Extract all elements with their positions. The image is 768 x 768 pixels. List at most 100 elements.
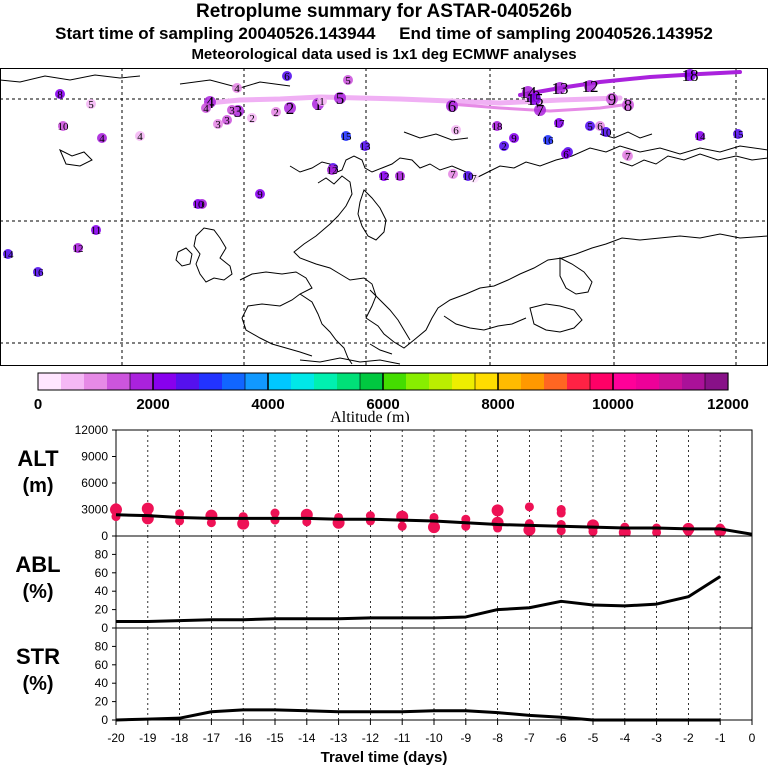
- colorbar-tick-labels: 0 2000 4000 6000 8000 10000 12000: [34, 396, 749, 413]
- y-tick-label: 80: [95, 639, 109, 653]
- cluster-label: 4: [137, 131, 143, 143]
- trajectory-label: 3: [234, 102, 243, 121]
- cluster-marker: [73, 243, 83, 253]
- cluster-marker: [554, 118, 564, 128]
- colorbar-tick-label: 2000: [136, 396, 169, 413]
- panel-unit: (%): [22, 581, 53, 603]
- altitude-point: [237, 517, 250, 530]
- x-tick-label: -16: [235, 731, 253, 745]
- cluster-label: 14: [695, 131, 707, 143]
- cluster-label: 6: [284, 71, 290, 83]
- x-tick-label: -3: [651, 731, 662, 745]
- altitude-colorbar: 0 2000 4000 6000 8000 10000 12000 Altitude (m): [34, 372, 749, 422]
- y-tick-label: 20: [95, 695, 109, 709]
- cluster-marker: [255, 189, 265, 199]
- x-tick-label: -4: [619, 731, 630, 745]
- y-tick-label: 20: [95, 603, 109, 617]
- cluster-marker: [623, 151, 633, 161]
- upper-trajectory: [518, 70, 742, 97]
- cluster-label: 10: [601, 127, 613, 139]
- altitude-point: [588, 527, 598, 537]
- colorbar-swatch: [244, 372, 269, 391]
- trajectory-label: 9: [608, 90, 617, 109]
- altitude-point: [428, 521, 440, 534]
- trajectory-label: 12: [582, 77, 599, 96]
- x-tick-label: -6: [556, 731, 567, 745]
- altitude-point: [206, 518, 216, 528]
- colorbar-swatch: [474, 372, 499, 391]
- trajectory-label: 6: [448, 97, 457, 116]
- cluster-label: 1: [319, 96, 325, 108]
- altitude-point: [397, 521, 407, 531]
- cluster-label: 4: [203, 103, 209, 115]
- y-tick-label: 0: [101, 529, 108, 543]
- trajectory-marker: [554, 82, 566, 94]
- trajectory-marker: [446, 100, 458, 112]
- trajectory-marker: [334, 92, 346, 104]
- series-line-alt: [115, 513, 753, 536]
- altitude-point: [556, 508, 566, 518]
- colorbar-swatch: [704, 372, 729, 391]
- cluster-label: 3: [229, 105, 235, 117]
- panel-label: STR: [16, 644, 60, 669]
- x-tick-label: -17: [203, 731, 221, 745]
- x-axis-label: Travel time (days): [321, 749, 448, 766]
- colorbar-tick-label: 12000: [707, 396, 749, 413]
- colorbar-swatch: [337, 373, 361, 390]
- trajectory-marker: [534, 104, 546, 116]
- colorbar-swatch: [682, 373, 706, 390]
- y-tick-label: 0: [101, 621, 108, 635]
- coastlines: [0, 74, 768, 365]
- colorbar-swatch: [521, 373, 545, 390]
- trajectory-label: 4: [206, 93, 215, 112]
- cluster-label: 17: [554, 118, 566, 130]
- colorbar-swatch: [452, 373, 476, 390]
- colorbar-swatch: [153, 373, 177, 390]
- cluster-marker: [341, 131, 351, 141]
- cluster-marker: [227, 105, 237, 115]
- cluster-label: 6: [563, 149, 569, 161]
- cluster-marker: [97, 133, 107, 143]
- cluster-marker: [695, 131, 705, 141]
- x-tick-label: -15: [266, 731, 284, 745]
- cluster-marker: [327, 165, 337, 175]
- cluster-marker: [91, 225, 101, 235]
- panel-unit: (%): [22, 673, 53, 695]
- x-tick-label: -20: [107, 731, 125, 745]
- cluster-label: 3: [215, 119, 221, 131]
- y-tick-label: 6000: [81, 476, 108, 490]
- cluster-marker: [135, 131, 145, 141]
- met-data-line: Meteorological data used is 1x1 deg ECMW…: [191, 46, 577, 63]
- colorbar-swatch: [129, 372, 154, 391]
- cluster-label: 7: [471, 173, 477, 185]
- cluster-marker: [271, 107, 281, 117]
- altitude-point: [652, 527, 662, 537]
- altitude-point: [111, 503, 121, 513]
- retroplume-map: 1234567891012131415188464433322155667789…: [0, 68, 768, 366]
- colorbar-tick-label: 0: [34, 396, 42, 413]
- panel-alt: 0 3000 6000 9000 12000 ALT (m): [17, 423, 753, 543]
- colorbar-swatch: [636, 373, 660, 390]
- cluster-label: 11: [395, 171, 406, 183]
- x-tick-label: -2: [683, 731, 694, 745]
- cluster-label: 14: [3, 249, 15, 261]
- colorbar-swatch: [567, 373, 591, 390]
- trajectory-marker: [284, 102, 296, 114]
- y-tick-label: 60: [95, 658, 109, 672]
- cluster-marker: [448, 169, 458, 179]
- x-tick-label: -18: [171, 731, 189, 745]
- cluster-label: 6: [597, 121, 603, 133]
- altitude-point: [524, 502, 534, 512]
- x-tick-label: 0: [749, 731, 756, 745]
- colorbar-swatch: [222, 373, 246, 390]
- x-tick-label: -5: [588, 731, 599, 745]
- cluster-marker: [561, 149, 571, 159]
- cluster-marker: [733, 129, 743, 139]
- altitude-point: [270, 508, 280, 518]
- cluster-marker: [395, 171, 405, 181]
- x-tick-label: -7: [524, 731, 535, 745]
- trajectory-marker: [622, 99, 634, 111]
- colorbar-swatch: [659, 373, 683, 390]
- trajectory-label: 2: [286, 99, 295, 118]
- cluster-label: 2: [249, 113, 255, 125]
